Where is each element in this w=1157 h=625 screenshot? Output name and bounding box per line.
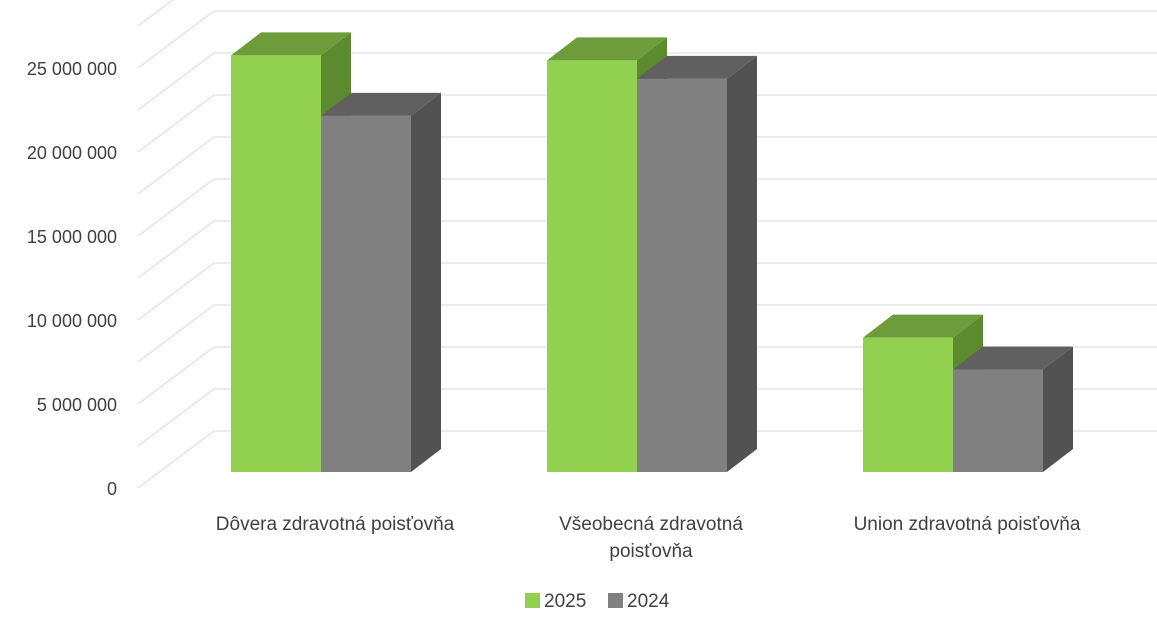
- gridline-diagonal: [137, 262, 215, 321]
- gridline-diagonal: [137, 430, 215, 489]
- bar-side-face: [411, 92, 441, 472]
- legend-item-2025: 2025: [525, 591, 586, 612]
- bar-front-face: [953, 369, 1043, 472]
- bar-side-face: [1043, 346, 1073, 472]
- gridline-diagonal: [137, 346, 215, 405]
- y-axis-tick-labels: 0 5 000 000 10 000 000 15 000 000 20 000 000…: [27, 59, 117, 499]
- bar-2024-2: [637, 55, 757, 472]
- y-tick-label: 15 000 000: [27, 227, 117, 247]
- gridline-diagonal: [137, 94, 215, 153]
- gridline-diagonal: [137, 52, 215, 111]
- x-category-label: Všeobecná zdravotná: [559, 514, 743, 535]
- x-category-label: poisťovňa: [609, 541, 693, 562]
- bar-top-face: [547, 37, 667, 61]
- gridline-diagonal: [137, 0, 174, 27]
- bar-top-face: [321, 92, 441, 116]
- bar-front-face: [547, 60, 637, 473]
- gridline-diagonal: [137, 10, 215, 69]
- legend-swatch: [525, 593, 540, 608]
- bars-layer: [231, 32, 1073, 473]
- bar-top-face: [953, 346, 1073, 370]
- y-tick-label: 10 000 000: [27, 311, 117, 331]
- legend-label: 2025: [544, 591, 586, 612]
- bar-top-face: [863, 314, 983, 338]
- legend-swatch: [608, 593, 623, 608]
- y-tick-label: 20 000 000: [27, 143, 117, 163]
- y-tick-label: 0: [107, 479, 117, 499]
- x-category-label: Union zdravotná poisťovňa: [854, 514, 1081, 535]
- bar-2024-1: [321, 92, 441, 472]
- bar-front-face: [637, 78, 727, 472]
- x-category-label: Dôvera zdravotná poisťovňa: [216, 514, 455, 535]
- gridline-diagonal: [137, 304, 215, 363]
- legend: 2025 2024: [525, 591, 670, 612]
- gridline-diagonal: [137, 136, 215, 195]
- bar-side-face: [727, 55, 757, 472]
- bar-front-face: [863, 337, 953, 472]
- gridline-diagonal: [137, 388, 215, 447]
- bar-front-face: [231, 55, 321, 473]
- y-tick-label: 5 000 000: [37, 395, 117, 415]
- legend-label: 2024: [627, 591, 670, 612]
- x-axis-category-labels: Dôvera zdravotná poisťovňa Všeobecná zdra…: [216, 514, 1081, 562]
- gridline-diagonal: [137, 178, 215, 237]
- bar-front-face: [321, 115, 411, 472]
- y-tick-label: 25 000 000: [27, 59, 117, 79]
- gridline-diagonal: [137, 220, 215, 279]
- bar-2024-3: [953, 346, 1073, 472]
- legend-item-2024: 2024: [608, 591, 670, 612]
- bar-top-face: [637, 55, 757, 79]
- bar-top-face: [231, 32, 351, 56]
